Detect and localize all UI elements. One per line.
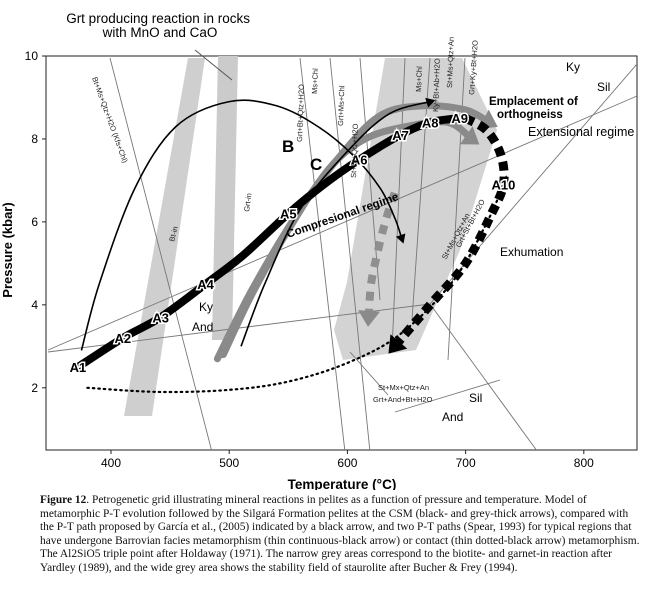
- exhumation-label: Exhumation: [500, 245, 563, 259]
- field-label-ky-top: Ky: [566, 60, 580, 74]
- arrow-head: [388, 334, 408, 354]
- emplacement-label: Emplacement of orthogneiss: [489, 96, 581, 121]
- arrow-head: [395, 233, 406, 244]
- reaction-line: [394, 379, 501, 413]
- reaction-label: Ky+Bt+Ab+H2O: [431, 58, 442, 112]
- caption-text: . Petrogenetic grid illustrating mineral…: [40, 494, 640, 574]
- arrow-head: [459, 126, 480, 145]
- point-label: A6: [351, 153, 368, 168]
- point-label: A2: [115, 331, 132, 346]
- y-tick-label: 8: [31, 132, 38, 146]
- point-label: A4: [197, 277, 214, 292]
- reaction-label: Grt+Ky+Bt+H2O: [467, 40, 480, 95]
- reaction-line: [349, 351, 389, 396]
- point-label: A7: [392, 128, 409, 143]
- point-label: A1: [70, 360, 87, 375]
- reaction-line: [429, 303, 537, 450]
- point-label: A3: [152, 310, 169, 325]
- path-label-b: B: [282, 137, 294, 156]
- series-path: [75, 114, 461, 371]
- figure-caption: Figure 12. Petrogenetic grid illustratin…: [40, 494, 640, 576]
- reaction-label: St+Bt+Qtz+H2O: [349, 123, 360, 178]
- field-label-and-bottom: And: [442, 410, 463, 424]
- x-tick-label: 400: [101, 456, 121, 470]
- reaction-label: Grt+And+Bt+H2O: [373, 395, 433, 404]
- reaction-line: [47, 95, 637, 351]
- y-tick-label: 4: [31, 298, 38, 312]
- y-tick-label: 6: [31, 215, 38, 229]
- point-label: A9: [451, 111, 468, 126]
- point-label: A8: [422, 115, 439, 130]
- point-label: A10: [492, 178, 516, 193]
- x-tick-label: 700: [456, 456, 476, 470]
- arrow-head: [425, 97, 436, 108]
- path-label-c: C: [310, 155, 322, 174]
- reaction-line: [109, 57, 212, 450]
- reaction-line: [329, 57, 371, 450]
- field-label-and-mid: And: [192, 320, 213, 334]
- y-axis-label: Pressure (kbar): [0, 202, 15, 297]
- series-path: [364, 191, 399, 318]
- point-label: A5: [280, 207, 297, 222]
- field-label-sil-top: Sil: [597, 80, 610, 94]
- series-path: [80, 99, 403, 351]
- pt-diagram: A1 A2 A3 A4 A5 A6 A7 A8 A9 A10 400 500 600 700 800 2 4 6…: [0, 11, 638, 490]
- reaction-label: Ms+Chl: [310, 68, 320, 94]
- y-tick-label: 2: [31, 381, 38, 395]
- x-tick-label: 800: [574, 456, 594, 470]
- y-tick-label: 10: [25, 49, 39, 63]
- x-axis-label: Temperature (°C): [288, 477, 397, 490]
- reaction-label: Ms+Chl: [414, 66, 424, 92]
- field-label-ky-mid: Ky: [199, 300, 213, 314]
- reaction-label: Bt-in: [167, 225, 180, 242]
- series-path: [391, 114, 509, 350]
- field-label-sil-bottom: Sil: [469, 391, 482, 405]
- extensional-regime-label: Extensional regime: [528, 125, 634, 139]
- x-tick-label: 600: [337, 456, 357, 470]
- arrow-head: [358, 310, 381, 327]
- reaction-label: Grt+Bt+Qtz+H2O: [295, 84, 306, 142]
- x-tick-label: 500: [219, 456, 239, 470]
- top-note: Grt producing reaction in rocks with MnO…: [66, 11, 254, 40]
- note-leader-line: [194, 49, 233, 81]
- reaction-label: St+Ms+Qtz+An: [445, 37, 456, 88]
- reaction-line: [299, 57, 346, 450]
- reaction-label: Grt+Ms+Chl: [336, 85, 346, 126]
- reaction-label: Grt-in: [242, 192, 254, 212]
- reaction-label: St+Mx+Qtz+An: [378, 383, 429, 392]
- caption-label: Figure 12: [40, 494, 87, 506]
